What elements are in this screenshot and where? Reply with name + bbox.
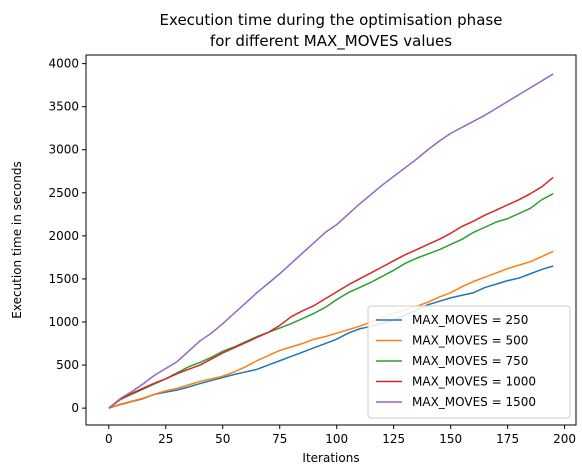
x-tick-label: 25: [158, 432, 173, 446]
x-tick-label: 200: [553, 432, 576, 446]
y-axis-label: Execution time in seconds: [10, 161, 24, 318]
series-line-2: [108, 192, 554, 409]
legend-label-1: MAX_MOVES = 500: [412, 334, 528, 348]
y-tick-label: 0: [71, 401, 79, 415]
y-tick-label: 1000: [48, 315, 79, 329]
legend-label-0: MAX_MOVES = 250: [412, 313, 528, 327]
legend-label-4: MAX_MOVES = 1500: [412, 395, 536, 409]
plot-frame: [85, 54, 577, 426]
x-tick-label: 100: [325, 432, 348, 446]
y-tick-label: 3000: [48, 143, 79, 157]
chart-title-line-1: Execution time during the optimisation p…: [160, 11, 503, 29]
y-tick-label: 4000: [48, 57, 79, 71]
x-tick-label: 50: [215, 432, 230, 446]
x-tick-label: 0: [105, 432, 113, 446]
y-tick-label: 1500: [48, 272, 79, 286]
x-axis-label: Iterations: [302, 451, 359, 465]
y-tick-label: 2500: [48, 186, 79, 200]
legend: MAX_MOVES = 250 MAX_MOVES = 500 MAX_MOVES …: [367, 305, 571, 419]
legend-label-2: MAX_MOVES = 750: [412, 354, 528, 368]
legend-box: [367, 305, 571, 419]
y-tick-label: 500: [56, 358, 79, 372]
x-tick-label: 150: [439, 432, 462, 446]
series-line-4: [108, 73, 554, 409]
y-tick-label: 3500: [48, 100, 79, 114]
x-tick-label: 125: [382, 432, 405, 446]
plot-lines: [108, 73, 554, 409]
x-tick-label: 175: [496, 432, 519, 446]
series-line-1: [108, 250, 554, 409]
series-line-0: [108, 265, 554, 409]
series-line-3: [108, 176, 554, 409]
x-axis-ticks: 0 25 50 75 100 125 150 175 200: [105, 425, 576, 446]
y-tick-label: 2000: [48, 229, 79, 243]
legend-label-3: MAX_MOVES = 1000: [412, 375, 536, 389]
x-tick-label: 75: [272, 432, 287, 446]
y-axis-ticks: 0 500 1000 1500 2000 2500 3000 3500 4000: [48, 57, 86, 415]
chart-title-line-2: for different MAX_MOVES values: [210, 32, 452, 51]
